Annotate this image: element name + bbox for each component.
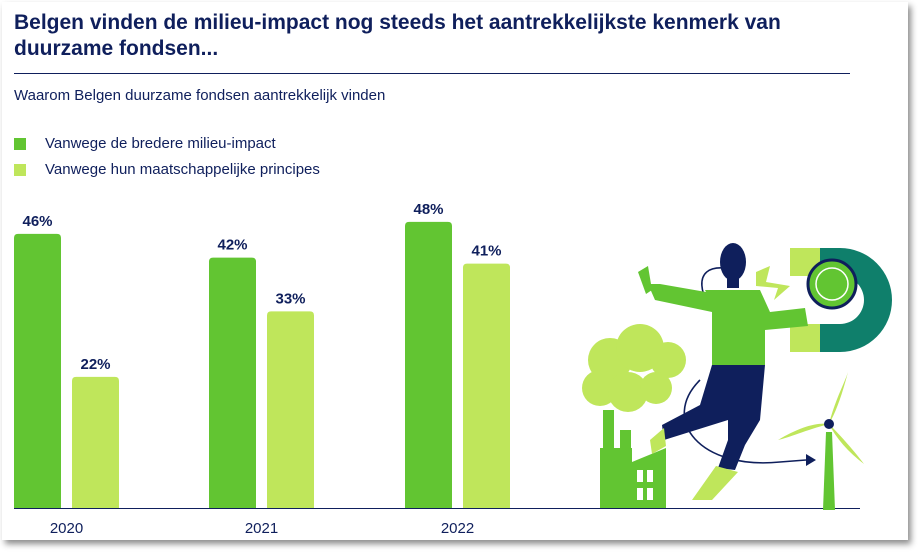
chart-title: Belgen vinden de milieu-impact nog steed… [14,11,781,60]
data-label-2021-series-2: 33% [275,290,305,307]
bar-2020-series-1 [14,233,61,508]
wind-turbine-icon [778,372,864,510]
data-label-2020-series-2: 22% [80,356,110,373]
data-label-2022-series-2: 41% [471,243,501,260]
bar-2022-series-2 [463,263,510,508]
data-label-2021-series-1: 42% [217,237,247,254]
legend-item-environmental: Vanwege de bredere milieu-impact [14,135,276,152]
chart-subtitle: Waarom Belgen duurzame fondsen aantrekke… [14,87,386,104]
bar-2021-series-1 [209,257,256,508]
legend-swatch-social [14,163,26,176]
bar-2021-series-2 [267,311,314,508]
swirl-arrow-icon [683,379,807,464]
factory-icon [582,324,686,508]
bar-2022-series-1 [405,221,452,509]
legend-item-social: Vanwege hun maatschappelijke principes [14,161,320,178]
bar-2020-series-2 [72,376,119,508]
chart-card [2,2,908,540]
bar-group: 46% 22% 2020 42% 33% 2021 48% 41% 2022 [14,201,860,537]
person-with-magnet-illustration [582,243,892,510]
person-icon [638,243,808,500]
data-label-2022-series-1: 48% [413,201,443,218]
title-divider [14,73,850,74]
x-tick-label-2021: 2021 [245,520,278,537]
x-tick-label-2020: 2020 [50,520,83,537]
data-label-2020-series-1: 46% [22,213,52,230]
legend-label-environmental: Vanwege de bredere milieu-impact [45,135,276,152]
magnet-icon [756,248,892,352]
x-tick-label-2022: 2022 [441,520,474,537]
legend-label-social: Vanwege hun maatschappelijke principes [45,161,320,178]
legend-swatch-environmental [14,137,26,150]
